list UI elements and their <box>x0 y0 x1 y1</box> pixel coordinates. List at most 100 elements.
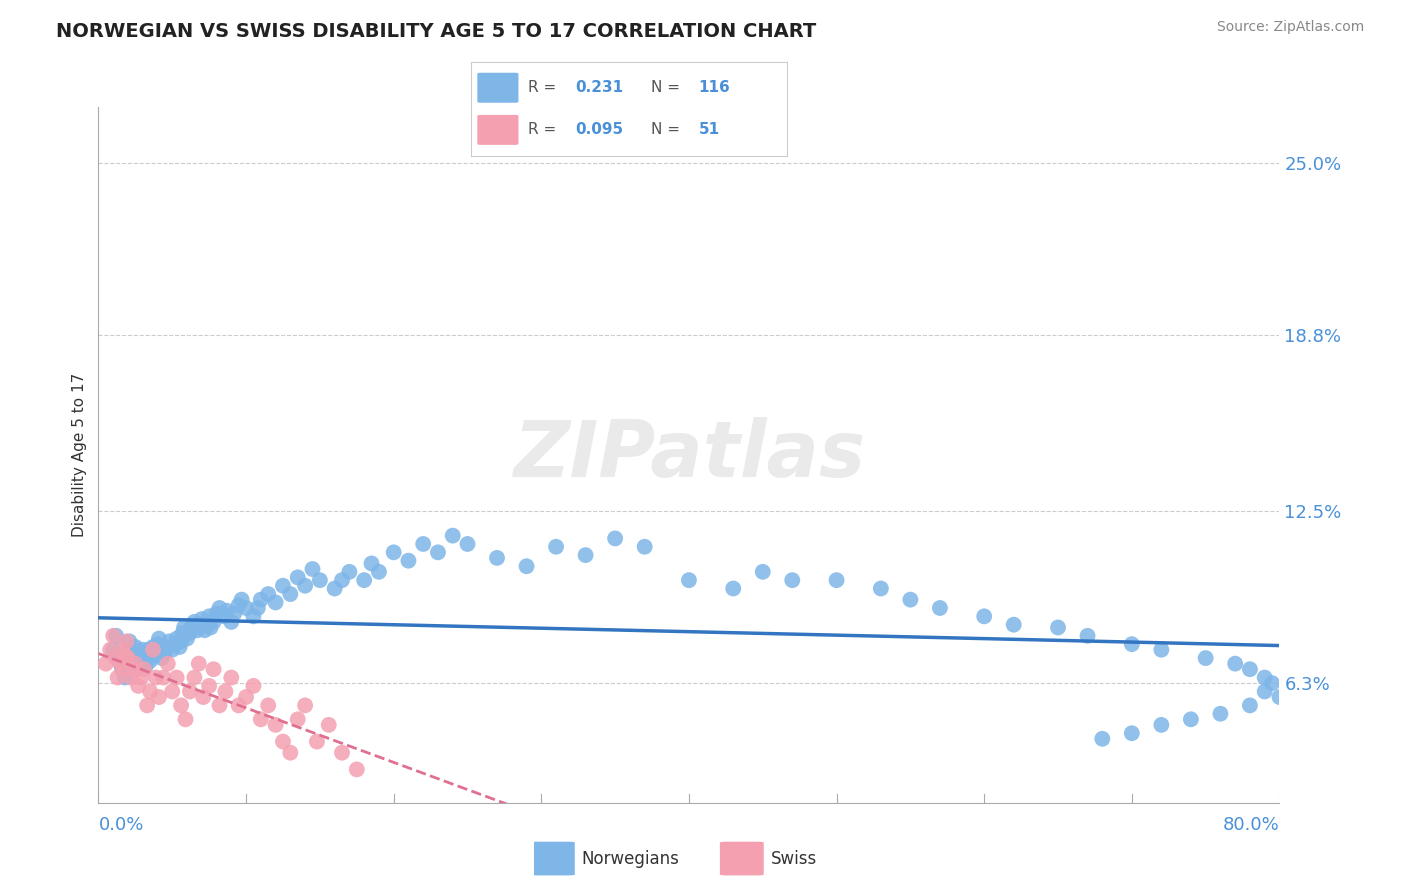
Text: 51: 51 <box>699 122 720 137</box>
Point <box>1209 706 1232 721</box>
Point <box>264 718 287 732</box>
Point <box>219 615 242 629</box>
Point <box>162 684 183 698</box>
Point <box>162 642 183 657</box>
Point <box>138 642 160 657</box>
Point <box>346 763 368 777</box>
Point <box>153 646 176 660</box>
Text: 0.231: 0.231 <box>575 80 623 95</box>
Point <box>166 632 188 646</box>
Point <box>214 684 236 698</box>
Point <box>900 592 922 607</box>
Point <box>173 620 195 634</box>
Point <box>441 528 464 542</box>
Point <box>574 548 596 562</box>
Point <box>1239 698 1261 713</box>
Point <box>149 642 172 657</box>
Point <box>208 601 231 615</box>
Point <box>1002 617 1025 632</box>
Point <box>142 640 165 654</box>
Point <box>271 734 294 748</box>
Point <box>134 662 156 676</box>
Point <box>142 642 165 657</box>
Text: Norwegians: Norwegians <box>582 849 679 868</box>
Point <box>179 684 201 698</box>
Point <box>723 582 745 596</box>
Point <box>633 540 655 554</box>
Point <box>1268 690 1291 704</box>
Point <box>250 592 273 607</box>
Point <box>169 640 191 654</box>
FancyBboxPatch shape <box>531 842 575 875</box>
Text: N =: N = <box>651 122 685 137</box>
Point <box>928 601 950 615</box>
Point <box>546 540 568 554</box>
Point <box>186 624 208 638</box>
Point <box>105 651 128 665</box>
Point <box>143 648 166 663</box>
Point <box>121 662 143 676</box>
Point <box>114 671 136 685</box>
Point <box>170 634 193 648</box>
Point <box>212 609 235 624</box>
FancyBboxPatch shape <box>478 115 519 145</box>
Point <box>257 698 280 713</box>
Point <box>1195 651 1218 665</box>
Text: ZIPatlas: ZIPatlas <box>513 417 865 493</box>
Point <box>678 573 700 587</box>
Point <box>165 637 187 651</box>
Point <box>309 573 332 587</box>
Point <box>294 698 316 713</box>
Point <box>1121 726 1143 740</box>
Point <box>1077 629 1099 643</box>
Point <box>170 698 193 713</box>
Point <box>1150 642 1173 657</box>
Point <box>869 582 891 596</box>
Point <box>110 657 132 671</box>
Point <box>257 587 280 601</box>
Point <box>150 651 173 665</box>
Point <box>120 654 142 668</box>
Point <box>605 532 627 546</box>
Point <box>242 609 264 624</box>
Point <box>1261 676 1284 690</box>
Text: N =: N = <box>651 80 685 95</box>
Point <box>125 662 148 676</box>
Point <box>172 626 194 640</box>
Point <box>1091 731 1114 746</box>
Point <box>339 565 360 579</box>
Point <box>115 634 138 648</box>
Point <box>128 646 150 660</box>
Point <box>1223 657 1246 671</box>
Point <box>136 648 159 663</box>
Point <box>198 609 221 624</box>
Point <box>228 698 250 713</box>
Point <box>120 671 142 685</box>
Point <box>176 632 198 646</box>
Point <box>139 684 162 698</box>
Point <box>111 662 134 676</box>
Point <box>318 718 340 732</box>
Point <box>287 712 309 726</box>
Point <box>360 557 382 571</box>
Point <box>305 734 328 748</box>
Point <box>1254 684 1277 698</box>
Point <box>1150 718 1173 732</box>
Point <box>271 579 294 593</box>
Point <box>294 579 316 593</box>
Point <box>136 698 159 713</box>
Point <box>117 646 139 660</box>
Point <box>973 609 995 624</box>
Point <box>174 712 197 726</box>
Point <box>202 615 225 629</box>
Point <box>1180 712 1202 726</box>
Y-axis label: Disability Age 5 to 17: Disability Age 5 to 17 <box>72 373 87 537</box>
Point <box>353 573 375 587</box>
Point <box>330 573 353 587</box>
Point <box>117 651 139 665</box>
Point <box>124 640 146 654</box>
Point <box>198 679 221 693</box>
Point <box>396 554 419 568</box>
Point <box>278 746 302 760</box>
Point <box>486 550 509 565</box>
